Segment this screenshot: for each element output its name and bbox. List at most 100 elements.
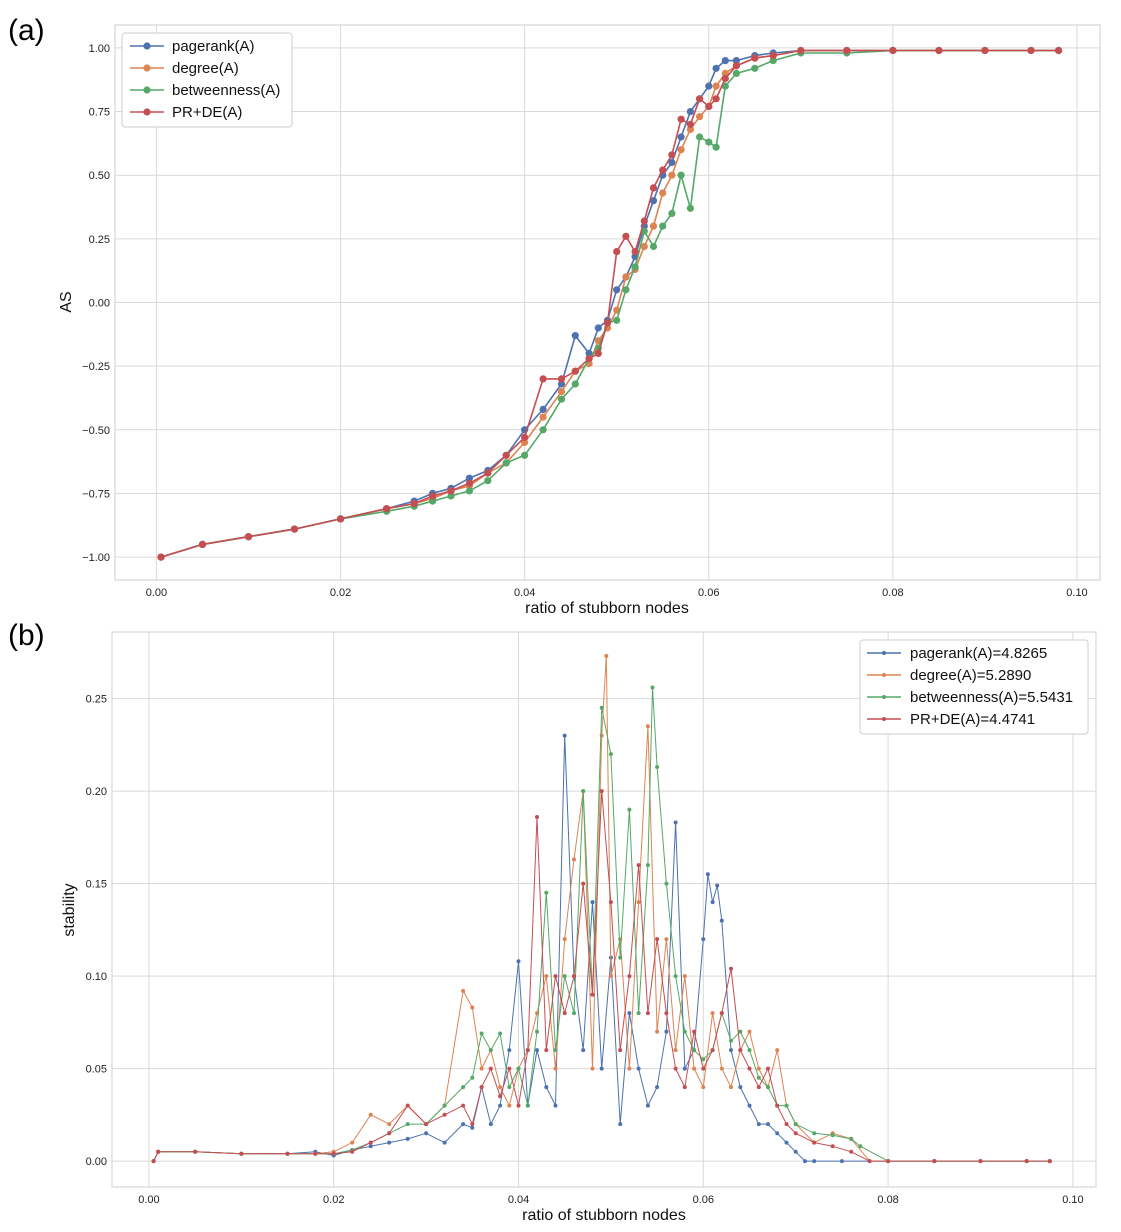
data-point [442, 1140, 447, 1145]
data-point [488, 1066, 493, 1071]
data-point [498, 1094, 503, 1099]
series-layer-b [151, 654, 1052, 1164]
data-point [516, 1066, 521, 1071]
data-point [151, 1159, 156, 1164]
data-point [571, 332, 579, 340]
data-point [769, 57, 777, 65]
x-tick-label: 0.08 [882, 587, 903, 599]
data-point [368, 1144, 373, 1149]
legend-entry: betweenness(A) [130, 82, 280, 99]
panel-label-a: (a) [8, 14, 45, 47]
data-point [830, 1144, 835, 1149]
data-point [488, 1122, 493, 1127]
data-point [715, 883, 720, 888]
data-point [640, 242, 648, 251]
data-point [544, 1048, 549, 1053]
data-point [424, 1122, 429, 1127]
data-point [738, 1048, 743, 1053]
data-point [732, 57, 741, 65]
data-point [849, 1136, 854, 1141]
data-point [649, 197, 658, 205]
data-point [350, 1149, 355, 1154]
series-4 [151, 789, 1052, 1164]
data-point [659, 189, 667, 197]
data-point [636, 1066, 641, 1071]
y-tick-label: 0.20 [86, 786, 107, 798]
data-point [498, 1031, 503, 1036]
data-point [645, 1011, 650, 1016]
data-point [668, 158, 676, 167]
data-point [712, 82, 720, 90]
x-tick-label: 0.04 [508, 1194, 529, 1206]
data-point [571, 367, 579, 375]
data-point [889, 46, 897, 55]
data-point [732, 69, 741, 77]
data-point [981, 46, 989, 55]
y-tick-label: 0.25 [86, 694, 107, 706]
legend-entry: PR+DE(A) [130, 104, 242, 121]
data-point [650, 685, 655, 690]
data-point [544, 974, 549, 979]
legend-swatch-marker [143, 42, 151, 50]
data-point [157, 553, 165, 561]
data-point [244, 533, 253, 541]
data-point [585, 349, 593, 357]
data-point [710, 1011, 715, 1016]
data-point [581, 789, 586, 794]
grid-b [112, 632, 1096, 1187]
data-point [484, 477, 492, 485]
data-point [712, 64, 720, 72]
data-point [618, 955, 623, 960]
data-point [590, 992, 595, 997]
data-point [553, 974, 558, 979]
data-point [368, 1140, 373, 1145]
legend-b: pagerank(A)=4.8265 degree(A)=5.2890 betwee… [859, 639, 1089, 735]
x-axis-label-a: ratio of stubborn nodes [525, 600, 689, 617]
data-point [682, 1029, 687, 1034]
data-point [336, 515, 345, 523]
data-point [812, 1140, 817, 1145]
panel-label-b: (b) [8, 619, 45, 652]
data-point [516, 1103, 521, 1108]
data-point [442, 1103, 447, 1108]
data-point [756, 1085, 761, 1090]
legend-label: pagerank(A)=4.8265 [910, 645, 1047, 662]
x-tick-label: 0.10 [1062, 1194, 1083, 1206]
x-tick-label: 0.04 [514, 587, 535, 599]
data-point [766, 1066, 770, 1071]
data-point [461, 1122, 466, 1127]
data-point [627, 974, 632, 979]
data-point [710, 1048, 715, 1053]
data-point [507, 1085, 512, 1090]
data-point [677, 146, 685, 154]
data-point [751, 64, 759, 72]
data-point [721, 57, 729, 65]
data-point [470, 1125, 475, 1130]
data-point [599, 705, 604, 710]
y-axis-label-b: stability [61, 883, 78, 936]
x-tick-labels-a: 0.00 0.02 0.04 0.06 0.08 0.10 [146, 587, 1088, 599]
data-point [686, 108, 695, 116]
y-tick-label: 0.00 [89, 298, 110, 310]
data-point [557, 395, 566, 403]
data-point [696, 133, 704, 141]
data-point [313, 1151, 318, 1156]
data-point [636, 863, 641, 868]
data-point [627, 1066, 632, 1071]
y-tick-label: 1.00 [89, 43, 110, 55]
data-point [655, 937, 660, 942]
x-tick-label: 0.02 [323, 1194, 344, 1206]
data-point [886, 1159, 891, 1164]
y-tick-label: −0.50 [82, 425, 110, 437]
data-point [285, 1151, 290, 1156]
data-point [729, 1085, 733, 1090]
series-4 [157, 46, 1063, 561]
data-point [557, 375, 566, 383]
data-point [649, 222, 658, 230]
data-point [622, 232, 630, 240]
data-point [562, 937, 567, 942]
data-point [664, 1011, 669, 1016]
data-point [797, 46, 805, 55]
legend-label: degree(A)=5.2890 [910, 667, 1031, 684]
data-point [677, 115, 685, 123]
